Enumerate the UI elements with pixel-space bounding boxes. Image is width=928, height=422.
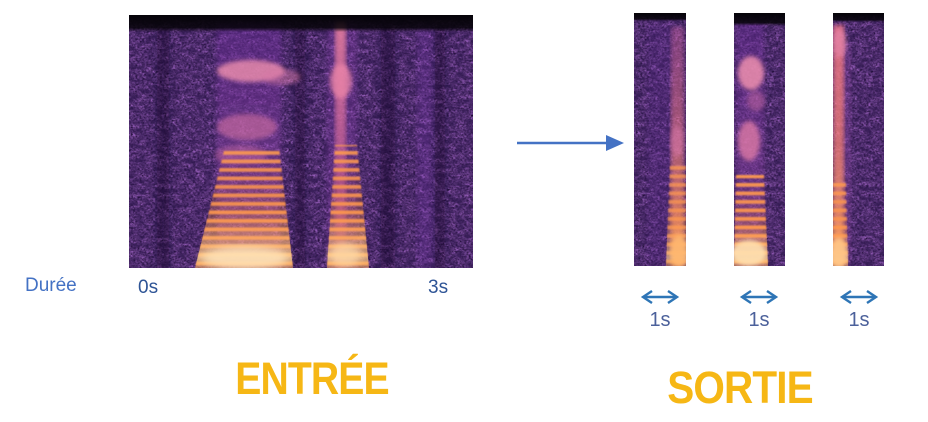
left-right-arrow-icon	[839, 290, 879, 304]
slice-duration-label: 1s	[848, 309, 870, 331]
left-right-arrow-icon	[739, 290, 779, 304]
input-spectrogram	[129, 15, 473, 268]
input-caption: ENTRÉE	[235, 353, 389, 404]
duration-axis-label: Durée	[25, 275, 77, 296]
right-arrow-icon	[517, 135, 624, 151]
output-slice-3	[833, 13, 884, 266]
left-right-arrow-icon	[640, 290, 680, 304]
slice-duration-label: 1s	[748, 309, 770, 331]
output-slice-2	[734, 13, 785, 266]
axis-tick-end: 3s	[428, 277, 449, 298]
axis-tick-start: 0s	[138, 277, 159, 298]
slice-duration-label: 1s	[649, 309, 671, 331]
output-slice-1	[634, 13, 686, 266]
output-caption: SORTIE	[667, 362, 813, 413]
